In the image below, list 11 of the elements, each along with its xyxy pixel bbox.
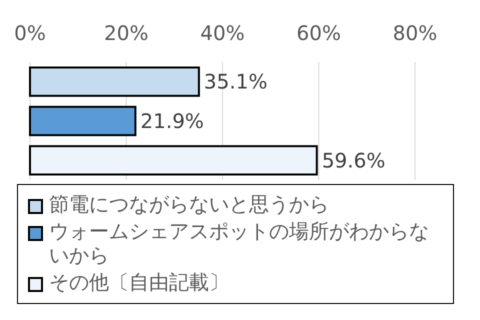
x-tick-label: 40% (200, 21, 245, 45)
legend-label: その他〔自由記載〕 (49, 270, 229, 294)
data-label: 59.6% (322, 148, 386, 172)
legend-label: ウォームシェアスポットの場所がわからないから (49, 219, 430, 267)
x-tick-label: 60% (296, 21, 341, 45)
data-label: 21.9% (140, 109, 204, 133)
legend-label: 節電につながらないと思うから (49, 192, 329, 216)
x-tick-label: 0% (14, 21, 46, 45)
data-label: 35.1% (204, 70, 268, 94)
x-tick-label: 80% (392, 21, 438, 45)
x-tick-label: 20% (104, 21, 148, 45)
